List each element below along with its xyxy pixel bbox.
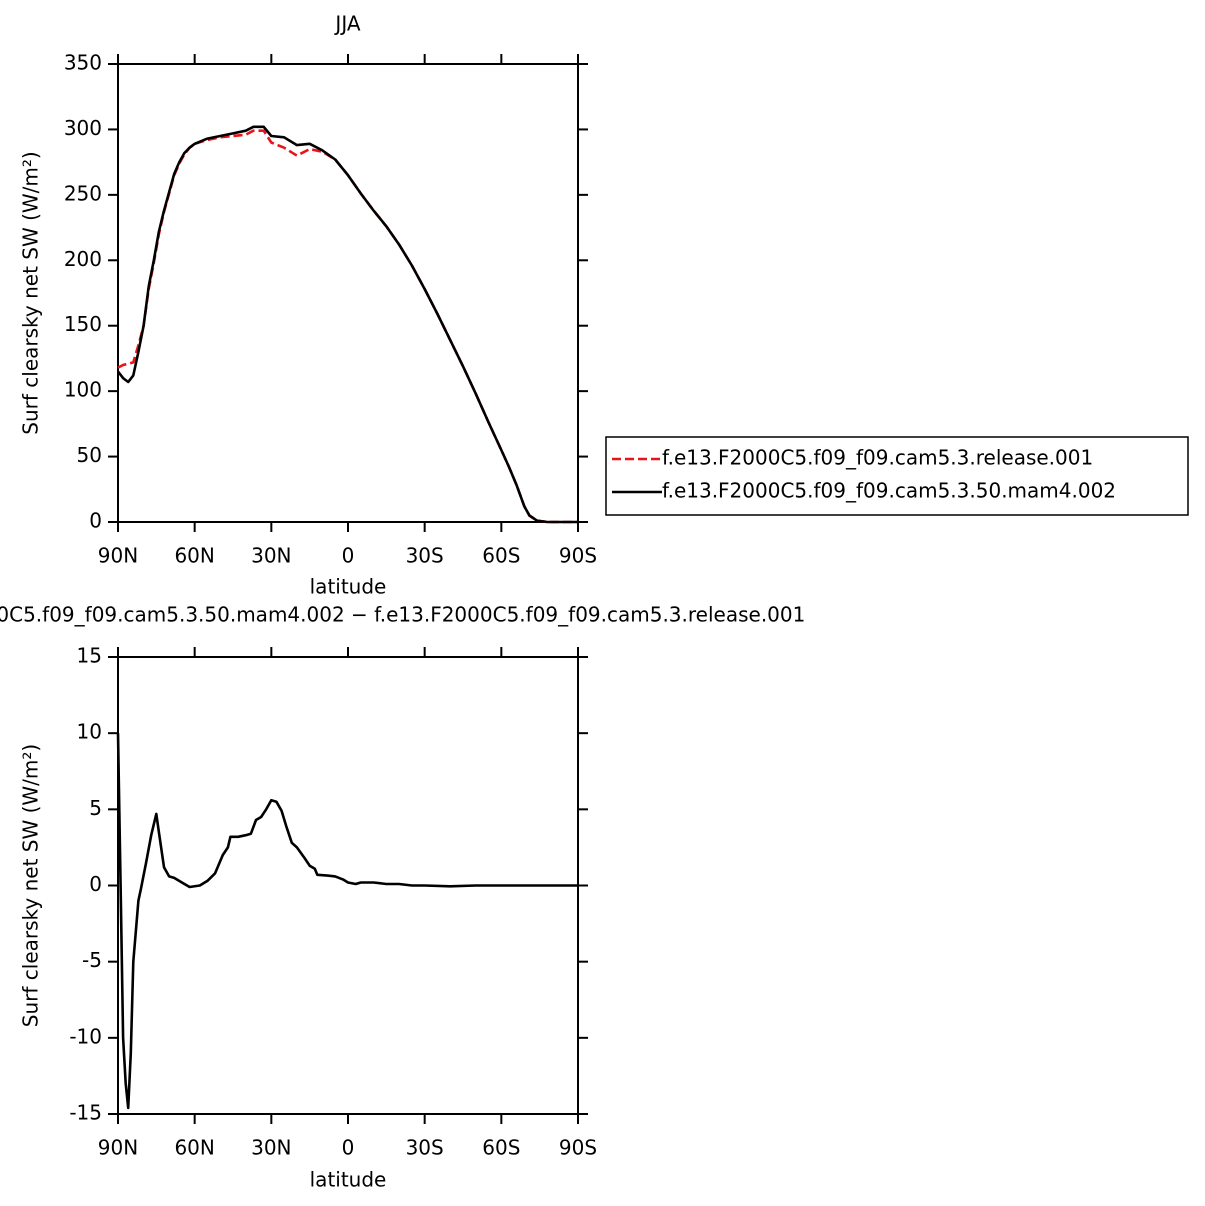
x-tick-label: 60N — [174, 1136, 214, 1160]
y-tick-label: 0 — [89, 872, 102, 896]
x-tick-label: 0 — [342, 544, 355, 568]
y-tick-label: 15 — [77, 644, 102, 668]
y-tick-label: -10 — [69, 1024, 102, 1048]
plot-frame — [117, 63, 579, 523]
x-tick-label: 30S — [406, 544, 444, 568]
y-tick-label: 300 — [64, 116, 102, 140]
x-tick-label: 30S — [406, 1136, 444, 1160]
chart-title: f.e13.F2000C5.f09_f09.cam5.3.50.mam4.002… — [0, 603, 805, 627]
y-axis-label: Surf clearsky net SW (W/m²) — [19, 151, 43, 434]
x-axis-label: latitude — [310, 575, 387, 599]
y-tick-label: 50 — [77, 443, 102, 467]
x-tick-label: 60S — [482, 544, 520, 568]
y-tick-label: 200 — [64, 247, 102, 271]
y-tick-label: 250 — [64, 181, 102, 205]
x-tick-label: 0 — [342, 1136, 355, 1160]
data-line — [116, 733, 578, 1110]
y-tick-label: 100 — [64, 378, 102, 402]
data-line — [117, 129, 578, 524]
legend-label: f.e13.F2000C5.f09_f09.cam5.3.50.mam4.002 — [662, 479, 1116, 503]
y-axis-label: Surf clearsky net SW (W/m²) — [19, 744, 43, 1027]
x-tick-label: 30N — [251, 1136, 291, 1160]
x-tick-label: 90N — [98, 1136, 138, 1160]
chart-title: JJA — [333, 12, 360, 36]
legend-box — [605, 436, 1189, 516]
y-tick-label: 350 — [64, 51, 102, 75]
y-tick-label: -15 — [69, 1101, 102, 1125]
y-tick-label: 10 — [77, 720, 102, 744]
y-tick-label: 150 — [64, 312, 102, 336]
y-tick-label: -5 — [82, 948, 102, 972]
x-tick-label: 90N — [98, 544, 138, 568]
data-line — [116, 125, 578, 524]
x-tick-label: 60N — [174, 544, 214, 568]
x-axis-label: latitude — [310, 1168, 387, 1192]
x-tick-label: 90S — [559, 1136, 597, 1160]
x-tick-label: 60S — [482, 1136, 520, 1160]
x-tick-label: 90S — [559, 544, 597, 568]
y-tick-label: 5 — [89, 796, 102, 820]
legend-label: f.e13.F2000C5.f09_f09.cam5.3.release.001 — [662, 446, 1093, 470]
x-tick-label: 30N — [251, 544, 291, 568]
y-tick-label: 0 — [89, 509, 102, 533]
